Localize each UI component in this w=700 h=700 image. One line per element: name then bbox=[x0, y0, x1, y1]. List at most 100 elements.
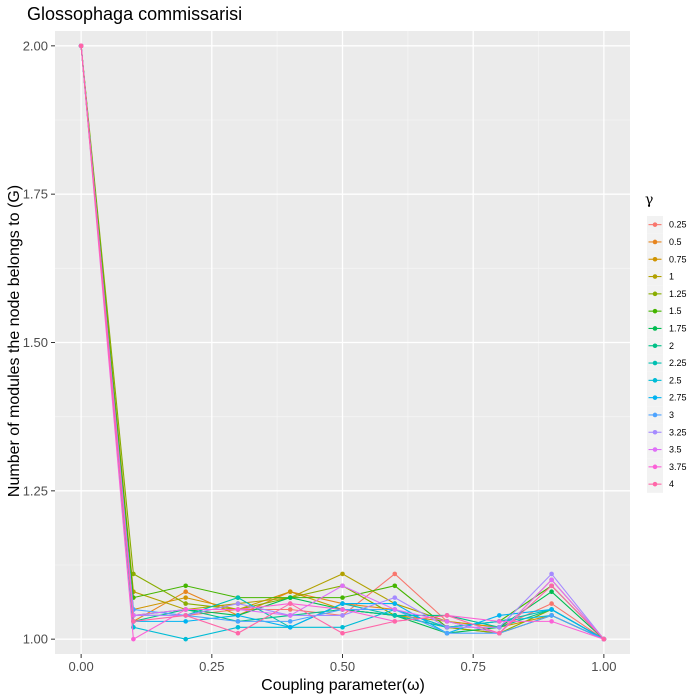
legend-label: 0.5 bbox=[669, 237, 682, 247]
data-point bbox=[549, 601, 554, 606]
data-point bbox=[340, 595, 345, 600]
legend-item: 3.25 bbox=[647, 423, 687, 441]
legend-key-point bbox=[652, 222, 658, 227]
data-point bbox=[287, 619, 293, 624]
data-point bbox=[235, 595, 241, 600]
legend-item: 1 bbox=[647, 267, 674, 286]
data-point bbox=[78, 43, 84, 49]
data-point bbox=[392, 595, 398, 600]
data-point bbox=[183, 601, 188, 606]
legend-key-point bbox=[652, 291, 658, 297]
y-axis-label: Number of modules the node belongs to (G… bbox=[6, 185, 23, 497]
data-point bbox=[392, 619, 398, 624]
data-point bbox=[340, 601, 345, 606]
y-tick-label: 1.25 bbox=[23, 483, 48, 498]
x-tick-label: 0.50 bbox=[330, 659, 355, 674]
major-gridlines bbox=[55, 31, 630, 654]
data-point bbox=[549, 607, 554, 612]
data-point bbox=[340, 583, 345, 589]
legend-item: 1.5 bbox=[647, 302, 682, 320]
data-point bbox=[340, 613, 345, 618]
legend-key-point bbox=[652, 447, 658, 452]
legend-key-point bbox=[652, 395, 658, 400]
data-point bbox=[392, 601, 398, 606]
data-point bbox=[131, 619, 136, 624]
legend-item: 3.5 bbox=[647, 440, 682, 459]
data-point bbox=[287, 595, 293, 600]
data-point bbox=[287, 613, 293, 618]
data-point bbox=[183, 607, 188, 612]
x-tick-label: 0.75 bbox=[461, 659, 486, 674]
data-point bbox=[444, 625, 450, 630]
data-point bbox=[131, 571, 136, 577]
series-4 bbox=[78, 43, 607, 642]
data-point bbox=[287, 601, 293, 606]
legend-key-point bbox=[652, 481, 658, 487]
legend-label: 3.25 bbox=[669, 427, 687, 437]
legend-label: 2.5 bbox=[669, 375, 682, 385]
legend-label: 1 bbox=[669, 272, 674, 282]
legend-item: 2 bbox=[647, 337, 674, 355]
data-point bbox=[444, 613, 450, 618]
legend-item: 0.5 bbox=[647, 233, 682, 251]
data-point bbox=[549, 589, 554, 594]
legend-label: 4 bbox=[669, 479, 674, 489]
data-point bbox=[601, 636, 607, 642]
legend-item: 4 bbox=[647, 475, 674, 493]
legend-label: 1.75 bbox=[669, 323, 687, 333]
data-point bbox=[287, 589, 293, 594]
data-point bbox=[549, 577, 554, 583]
data-point bbox=[183, 589, 188, 594]
data-point bbox=[183, 636, 188, 642]
legend-item: 3.75 bbox=[647, 458, 687, 476]
legend-key-point bbox=[652, 360, 658, 366]
legend-label: 3.75 bbox=[669, 462, 687, 472]
data-point bbox=[183, 613, 188, 618]
legend-label: 2.25 bbox=[669, 358, 687, 368]
legend-key-point bbox=[652, 308, 658, 314]
legend-key-point bbox=[652, 239, 658, 245]
legend: γ 0.25 0.5 0.75 1 1.25 1.5 1.75 2 2.25 2.5 2.75 3 3.… bbox=[645, 192, 687, 493]
data-point bbox=[235, 619, 241, 624]
legend-item: 0.75 bbox=[647, 250, 687, 268]
legend-label: 3 bbox=[669, 410, 674, 420]
y-tick-label: 1.75 bbox=[23, 187, 48, 202]
data-point bbox=[340, 571, 345, 577]
data-point bbox=[340, 625, 345, 630]
data-point bbox=[183, 619, 188, 624]
legend-label: 1.25 bbox=[669, 289, 687, 299]
legend-item: 1.25 bbox=[647, 285, 687, 303]
x-tick-label: 0.00 bbox=[68, 659, 93, 674]
data-point bbox=[392, 613, 398, 618]
y-tick-label: 1.00 bbox=[23, 632, 48, 647]
data-point bbox=[183, 583, 188, 589]
data-point bbox=[235, 613, 241, 618]
y-axis-ticks: 1.00 1.25 1.50 1.75 2.00 bbox=[23, 38, 55, 647]
chart-title: Glossophaga commissarisi bbox=[27, 4, 242, 24]
legend-item: 2.25 bbox=[647, 354, 687, 372]
legend-label: 3.5 bbox=[669, 445, 682, 455]
data-point bbox=[549, 571, 554, 577]
data-point bbox=[340, 630, 345, 636]
data-point bbox=[392, 583, 398, 589]
legend-key-point bbox=[652, 412, 658, 418]
x-axis-label: Coupling parameter(ω) bbox=[261, 677, 425, 694]
data-point bbox=[392, 571, 398, 577]
legend-key-point bbox=[652, 256, 658, 262]
data-point bbox=[444, 630, 450, 636]
y-tick-label: 2.00 bbox=[23, 38, 48, 53]
data-point bbox=[235, 601, 241, 606]
legend-label: 1.5 bbox=[669, 306, 682, 316]
y-tick-label: 1.50 bbox=[23, 335, 48, 350]
x-axis-ticks: 0.00 0.25 0.50 0.75 1.00 bbox=[68, 654, 617, 674]
legend-item: 2.5 bbox=[647, 371, 682, 389]
legend-key-point bbox=[652, 343, 658, 349]
data-point bbox=[549, 619, 554, 624]
data-point bbox=[497, 613, 502, 618]
legend-label: 2.75 bbox=[669, 393, 687, 403]
series-layer bbox=[78, 43, 607, 642]
data-point bbox=[340, 607, 345, 612]
data-point bbox=[497, 619, 502, 624]
data-point bbox=[392, 607, 398, 612]
data-point bbox=[235, 630, 241, 636]
